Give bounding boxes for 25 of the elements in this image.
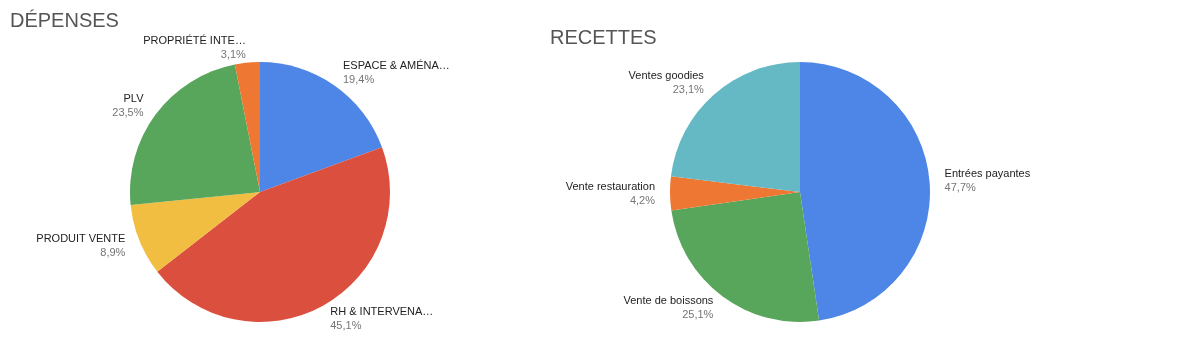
data-label: 19,4%: [343, 73, 375, 86]
slice-label: ESPACE & AMÉNA…: [343, 59, 450, 72]
data-label: 47,7%: [944, 181, 977, 194]
data-label: 23,1%: [672, 83, 705, 96]
data-label: 8,9%: [100, 245, 126, 258]
slice-label: Vente restauration: [565, 179, 656, 192]
pie-slice: [130, 192, 260, 272]
chart-title: RECETTES: [550, 26, 657, 48]
slice-label: PROPRIÉTÉ INTE…: [143, 33, 246, 46]
slice-label: Entrées payantes: [944, 167, 1031, 180]
slice-label: Ventes goodies: [628, 69, 705, 82]
slice-label: PRODUIT VENTE: [36, 231, 126, 244]
slice-label: Vente de boissons: [623, 294, 714, 307]
data-label: 3,1%: [220, 47, 247, 60]
pie-slice: [234, 62, 260, 192]
pie-slice: [800, 62, 930, 321]
chart-title: DÉPENSES: [10, 8, 119, 31]
data-label: 45,1%: [330, 318, 362, 331]
pie-slice: [670, 176, 800, 211]
slice-label: RH & INTERVENA…: [330, 304, 434, 317]
data-label: 25,1%: [682, 308, 714, 321]
data-label: 4,2%: [629, 193, 656, 206]
slice-label: PLV: [123, 91, 145, 104]
data-label: 23,5%: [112, 105, 144, 118]
pie-slice: [671, 192, 820, 322]
